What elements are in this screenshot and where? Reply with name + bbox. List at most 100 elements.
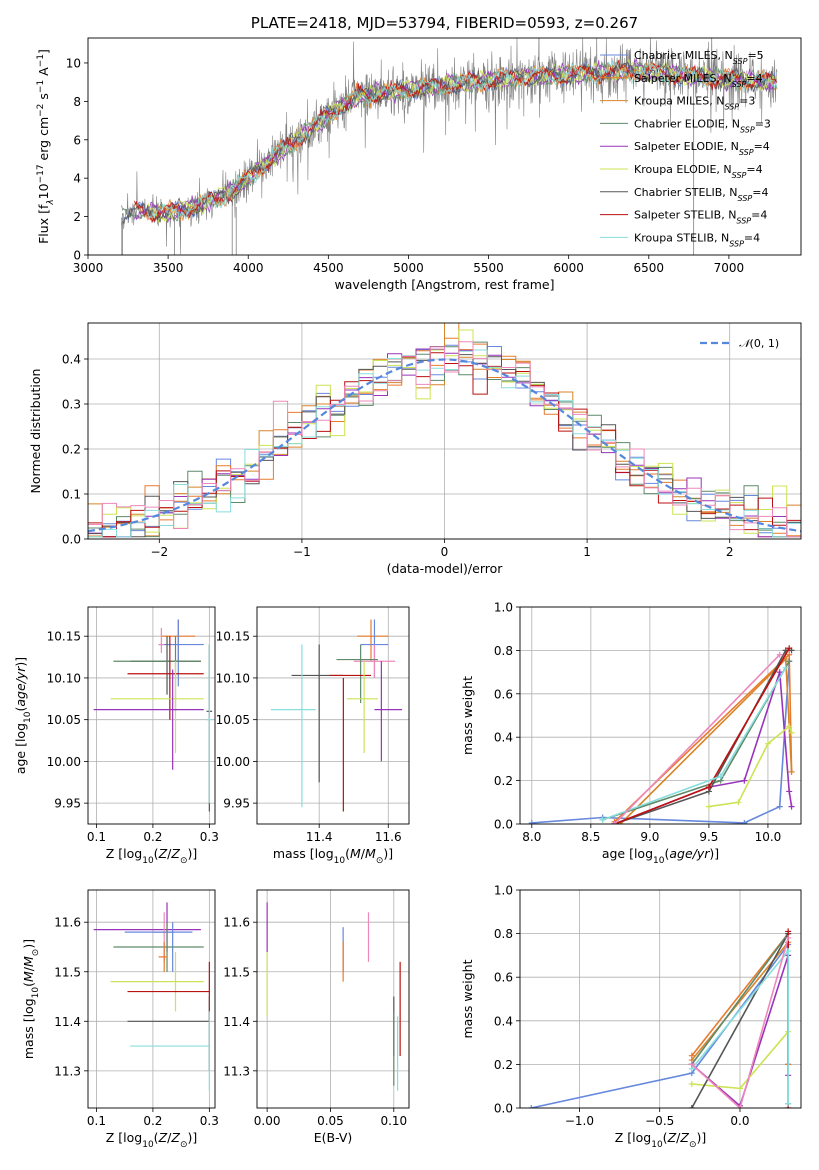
weight-marker: [782, 664, 789, 671]
errorbar-point: [357, 619, 389, 662]
legend-label: Salpeter STELIB, NSSP=4: [634, 209, 767, 226]
weight-marker: [785, 948, 792, 955]
errorbar-point: [353, 644, 396, 678]
x-axis-label: Z [log10(Z/Z⊙)]: [106, 1130, 198, 1150]
chart-title: PLATE=2418, MJD=53794, FIBERID=0593, z=0…: [251, 14, 638, 32]
x-tick-label: 3000: [73, 261, 104, 275]
x-tick-label: 0.1: [87, 830, 106, 844]
x-tick-label: 9.0: [640, 830, 659, 844]
plot-area: [88, 323, 801, 538]
y-tick-label: 0.4: [62, 353, 81, 367]
y-tick-label: 1.0: [494, 884, 513, 898]
y-tick-label: 10.05: [216, 713, 250, 727]
y-tick-label: 0.8: [494, 927, 513, 941]
x-tick-label: 0.3: [200, 830, 219, 844]
x-tick-label: 5000: [393, 261, 424, 275]
normal-curve: [88, 358, 801, 533]
errorbar-point: [158, 942, 168, 972]
spectrum-model-line: [146, 59, 778, 223]
errorbar-point: [329, 674, 371, 812]
y-axis-label: mass [log10(M/M⊙)]: [21, 939, 41, 1059]
errorbar-point: [130, 1011, 210, 1091]
y-tick-label: 9.95: [223, 797, 250, 811]
legend-label: 𝒩(0, 1): [739, 337, 779, 350]
errorbar-point: [206, 644, 213, 804]
x-tick-label: 9.5: [699, 830, 718, 844]
x-tick-label: 0.10: [380, 1114, 407, 1128]
errorbar-point: [113, 922, 204, 972]
x-tick-label: 10.0: [755, 830, 782, 844]
x-tick-label: 2: [726, 545, 734, 559]
spectrum-model-line: [134, 57, 777, 223]
y-tick-label: 0.2: [62, 443, 81, 457]
axes-mass_vs_Z: 0.1 0.2 0.3 11.3 11.4 11.5 11.6 Z [log10(Z/Z⊙)]…: [21, 889, 219, 1150]
x-tick-label: 3500: [153, 261, 184, 275]
x-tick-label: 0.00: [254, 1114, 281, 1128]
plot-area: [266, 902, 401, 1091]
legend-label: Chabrier ELODIE, NSSP=3: [634, 117, 771, 133]
y-axis-label: Flux [fλ10−17 erg cm−2 s−1 A−1]: [36, 49, 56, 244]
spectrum-model-line: [146, 60, 778, 221]
x-tick-label: −0.5: [645, 1114, 674, 1128]
y-tick-label: 10.05: [47, 713, 81, 727]
x-tick-label: 1: [583, 545, 591, 559]
weight-marker: [688, 1061, 695, 1068]
errorbar-point: [93, 902, 201, 952]
axes-frame: [87, 37, 802, 256]
legend-label: Kroupa ELODIE, NSSP=4: [634, 163, 763, 180]
y-tick-label: 0.0: [62, 533, 81, 547]
y-tick-label: 10.10: [47, 671, 81, 685]
y-tick-label: 0.3: [62, 398, 81, 412]
y-tick-label: 11.5: [223, 965, 250, 979]
x-tick-label: 4000: [233, 261, 264, 275]
plot-area: [93, 902, 210, 1091]
legend-label: Chabrier MILES, NSSP=5: [634, 49, 764, 66]
axes-frame: [87, 606, 216, 825]
weight-marker: [776, 669, 783, 676]
x-tick-label: −1.0: [565, 1114, 594, 1128]
plot-area: [528, 645, 795, 824]
errorbar-point: [110, 951, 204, 1012]
x-tick-label: 11.6: [375, 830, 402, 844]
y-tick-label: 10.00: [216, 755, 250, 769]
x-axis-label: age [log10(age/yr)]: [602, 846, 719, 866]
axes-mass_vs_EBV: 0.00 0.05 0.10 11.3 11.4 11.5 11.6 E(B-V): [223, 889, 410, 1145]
y-tick-label: 0.0: [494, 1102, 513, 1116]
weight-marker: [788, 768, 795, 775]
x-tick-label: 0.05: [317, 1114, 344, 1128]
errorbar-point: [374, 661, 403, 762]
weight-marker: [688, 1081, 695, 1088]
weight-marker: [705, 803, 712, 810]
x-tick-label: 8.0: [522, 830, 541, 844]
weight-marker: [776, 651, 783, 658]
y-tick-label: 0: [73, 249, 81, 263]
weight-marker: [786, 645, 793, 652]
y-tick-label: 8: [73, 95, 81, 109]
y-tick-label: 9.95: [54, 797, 81, 811]
weight-marker: [786, 723, 793, 730]
x-tick-label: −2: [150, 545, 168, 559]
y-tick-label: 0.8: [494, 644, 513, 658]
y-tick-label: 2: [73, 210, 81, 224]
x-tick-label: 5500: [473, 261, 504, 275]
errorbar-point: [110, 661, 204, 754]
y-tick-label: 0.2: [494, 774, 513, 788]
plot-area: [270, 619, 403, 812]
y-tick-label: 11.5: [54, 965, 81, 979]
axes-mass_weight_vs_Z: −1.0 −0.5 0.0 0.0 0.2 0.4 0.6 0.8 1.0 Z [log10(Z/…: [460, 884, 802, 1150]
weight-marker: [785, 934, 792, 941]
y-tick-label: 0.1: [62, 488, 81, 502]
y-tick-label: 10.15: [47, 630, 81, 644]
x-axis-label: Z [log10(Z/Z⊙)]: [615, 1130, 707, 1150]
x-tick-label: −1: [293, 545, 311, 559]
y-tick-label: 0.6: [494, 687, 513, 701]
weight-marker: [785, 1100, 792, 1107]
errorbar-point: [127, 996, 210, 1071]
y-axis-label: mass weight: [460, 676, 475, 755]
weight-marker: [705, 784, 712, 791]
errorbar-point: [127, 636, 204, 720]
weight-marker: [528, 819, 535, 824]
weight-marker: [776, 803, 783, 810]
y-tick-label: 10.10: [216, 671, 250, 685]
errorbar-point: [270, 644, 316, 808]
